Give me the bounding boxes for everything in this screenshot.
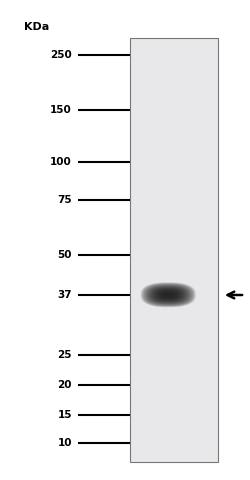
- Text: 20: 20: [58, 380, 72, 390]
- Text: 100: 100: [50, 157, 72, 167]
- Bar: [130, 38, 218, 462]
- Text: 10: 10: [58, 438, 72, 448]
- Text: 50: 50: [58, 250, 72, 260]
- Text: 75: 75: [58, 195, 72, 205]
- Text: 15: 15: [58, 410, 72, 420]
- Text: 250: 250: [50, 50, 72, 60]
- Text: KDa: KDa: [24, 22, 50, 32]
- Text: 25: 25: [58, 350, 72, 360]
- Text: 37: 37: [58, 290, 72, 300]
- Text: 150: 150: [50, 105, 72, 115]
